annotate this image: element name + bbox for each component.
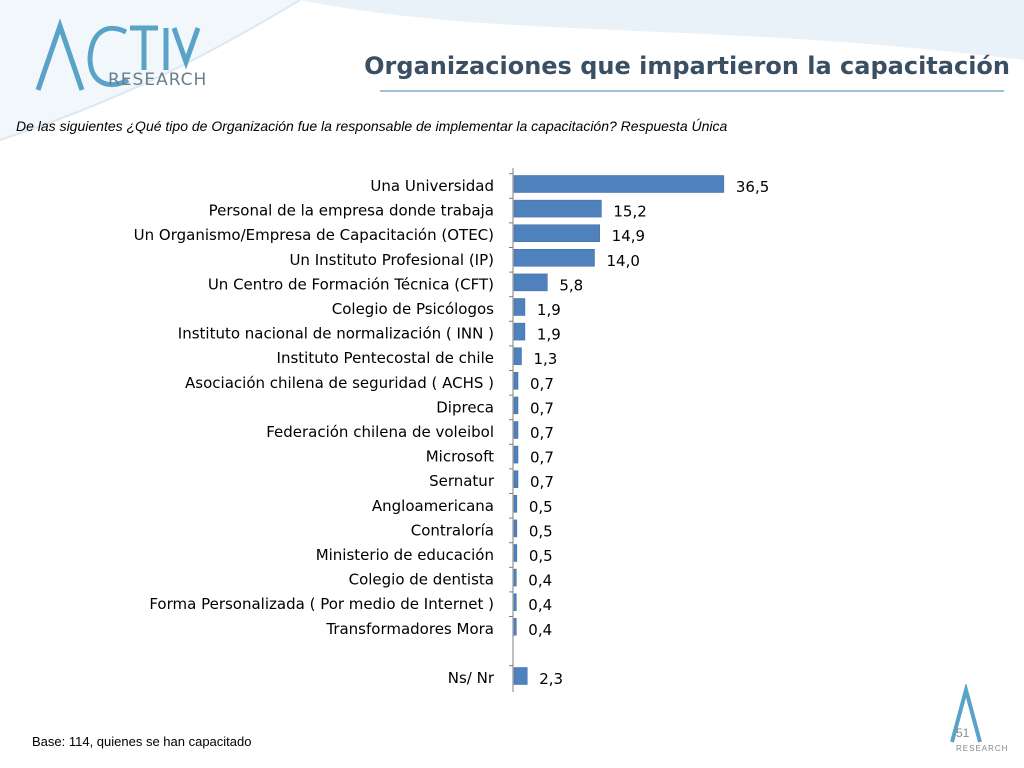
category-label: Un Instituto Profesional (IP) (289, 251, 494, 269)
data-label: 0,4 (528, 596, 552, 614)
data-label: 14,0 (607, 252, 640, 270)
bar (513, 667, 528, 685)
data-label: 0,5 (529, 498, 553, 516)
question-subtitle: De las siguientes ¿Qué tipo de Organizac… (16, 118, 728, 134)
bar (513, 199, 602, 218)
page-number: 51 (956, 726, 970, 740)
bar (513, 224, 600, 242)
bar (513, 470, 519, 488)
data-label: 15,2 (613, 203, 646, 221)
category-label: Asociación chilena de seguridad ( ACHS ) (185, 374, 494, 392)
category-label: Ministerio de educación (316, 546, 494, 564)
bar (513, 445, 519, 464)
bar (513, 495, 518, 513)
small-logo-text: RESEARCH (956, 744, 1009, 753)
category-label: Microsoft (426, 448, 494, 466)
bar (513, 568, 517, 587)
bar (513, 372, 519, 390)
category-label: Angloamericana (372, 497, 494, 515)
bar (513, 175, 725, 193)
data-label: 2,3 (539, 670, 563, 688)
category-label: Dipreca (436, 398, 494, 416)
category-label: Sernatur (429, 472, 495, 490)
data-label: 0,4 (528, 572, 552, 590)
data-label: 0,5 (529, 522, 553, 540)
data-label: 0,7 (530, 375, 554, 393)
data-label: 0,5 (529, 547, 553, 565)
category-label: Contraloría (411, 521, 494, 539)
bar-chart: Una Universidad 36,5 Personal de la empres… (134, 168, 769, 692)
bar (513, 519, 518, 538)
data-label: 0,7 (530, 449, 554, 467)
page-title: Organizaciones que impartieron la capaci… (364, 52, 1010, 80)
data-label: 14,9 (612, 227, 645, 245)
bar (513, 298, 526, 316)
bar (513, 544, 518, 562)
bar (513, 593, 517, 611)
category-label: Federación chilena de voleibol (266, 423, 494, 441)
bar (513, 618, 517, 636)
data-label: 0,4 (528, 621, 552, 639)
bar (513, 249, 595, 267)
bar (513, 396, 519, 415)
title-divider (380, 90, 1004, 92)
data-label: 0,7 (530, 473, 554, 491)
activa-logo (35, 18, 201, 91)
category-label: Una Universidad (370, 177, 494, 195)
bar (513, 421, 519, 439)
data-label: 5,8 (559, 276, 583, 294)
bar (513, 322, 526, 341)
category-label: Un Centro de Formación Técnica (CFT) (208, 275, 494, 293)
data-label: 1,9 (537, 301, 561, 319)
bar (513, 347, 522, 365)
category-label: Transformadores Mora (325, 620, 494, 638)
category-label: Personal de la empresa donde trabaja (209, 202, 494, 220)
category-label: Forma Personalizada ( Por medio de Inter… (149, 595, 494, 613)
data-label: 1,3 (533, 350, 557, 368)
data-label: 1,9 (537, 326, 561, 344)
category-label: Colegio de Psicólogos (332, 300, 494, 318)
base-note: Base: 114, quienes se han capacitado (32, 734, 252, 749)
data-label: 0,7 (530, 424, 554, 442)
category-label: Instituto Pentecostal de chile (277, 349, 494, 367)
category-label: Un Organismo/Empresa de Capacitación (OT… (134, 226, 494, 244)
data-label: 36,5 (736, 178, 769, 196)
logo-text: RESEARCH (108, 70, 208, 90)
category-label: Ns/ Nr (448, 669, 495, 687)
category-label: Instituto nacional de normalización ( IN… (178, 325, 494, 343)
category-label: Colegio de dentista (349, 571, 494, 589)
bar (513, 273, 548, 292)
data-label: 0,7 (530, 399, 554, 417)
small-logo-icon (950, 684, 982, 743)
